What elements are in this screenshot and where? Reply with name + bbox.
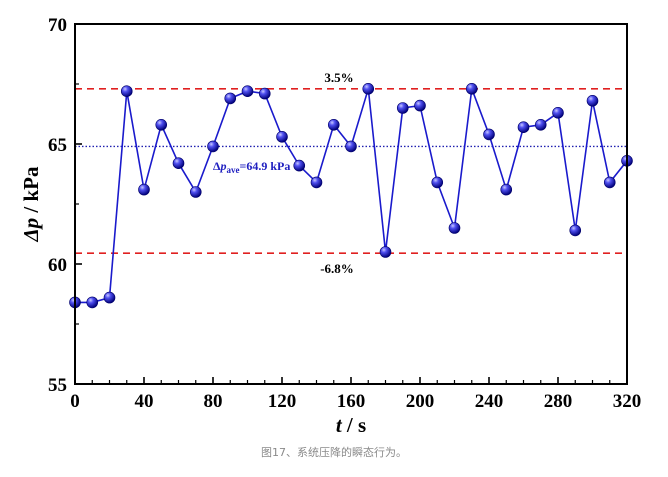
x-axis-unit: / s: [342, 413, 367, 437]
average-pressure-label: Δpave=64.9 kPa: [213, 159, 290, 175]
y-axis-unit: / kPa: [19, 166, 43, 218]
data-point: [465, 83, 478, 95]
lower-deviation-label: -6.8%: [320, 261, 354, 276]
data-point: [552, 107, 564, 119]
x-tick-label: 280: [544, 391, 573, 412]
x-tick-label: 80: [204, 391, 223, 412]
data-point: [103, 291, 116, 304]
y-axis-ticks: 55 60 65 70: [48, 15, 82, 396]
data-point: [138, 183, 150, 196]
data-point: [483, 128, 495, 141]
avg-delta: Δ: [213, 159, 221, 173]
data-point: [448, 222, 461, 234]
avg-var: p: [220, 159, 227, 173]
reference-lines: [75, 88, 627, 254]
avg-value: =64.9 kPa: [240, 159, 291, 173]
x-tick-label: 40: [135, 391, 154, 412]
y-tick-label: 70: [48, 15, 67, 36]
data-point: [534, 119, 547, 131]
upper-deviation-label: 3.5%: [324, 70, 353, 85]
data-point: [500, 183, 513, 196]
data-point: [327, 119, 340, 131]
x-axis-title: t / s: [336, 413, 366, 437]
x-tick-label: 0: [70, 391, 80, 412]
data-point: [207, 140, 219, 153]
data-point: [431, 176, 444, 189]
data-point: [86, 296, 99, 309]
x-tick-label: 160: [337, 391, 366, 412]
data-point: [396, 102, 409, 114]
y-tick-label: 65: [48, 135, 67, 156]
x-axis-var: t: [336, 413, 343, 437]
data-point: [517, 121, 530, 133]
data-point: [120, 85, 133, 97]
data-markers: [69, 83, 633, 309]
data-point: [379, 246, 392, 258]
data-point: [189, 186, 202, 198]
data-point: [362, 83, 375, 95]
figure-caption: 图17、系统压降的瞬态行为。: [261, 446, 407, 459]
line-chart: 0 40 80 120 160 200 240 280 320 55 60 65 70 3.5% -6…: [19, 15, 641, 437]
data-point: [276, 131, 288, 143]
y-tick-label: 60: [48, 255, 67, 276]
avg-subscript: ave: [227, 165, 240, 175]
y-axis-var: Δp: [19, 218, 43, 243]
data-point: [224, 92, 237, 105]
data-point: [293, 159, 306, 172]
x-axis-ticks: 0 40 80 120 160 200 240 280 320: [70, 377, 641, 412]
data-point: [241, 85, 254, 97]
y-axis-title: Δp / kPa: [19, 166, 43, 243]
data-point: [569, 224, 582, 237]
x-tick-label: 240: [475, 391, 504, 412]
data-point: [155, 119, 168, 131]
data-point: [414, 99, 426, 112]
data-point: [603, 176, 616, 189]
x-tick-label: 320: [613, 391, 642, 412]
data-point: [586, 95, 599, 107]
data-point: [345, 140, 357, 153]
data-point: [258, 87, 271, 100]
data-point: [172, 157, 185, 169]
x-tick-label: 120: [268, 391, 297, 412]
y-tick-label: 55: [48, 375, 67, 396]
x-tick-label: 200: [406, 391, 435, 412]
data-point: [310, 176, 323, 189]
